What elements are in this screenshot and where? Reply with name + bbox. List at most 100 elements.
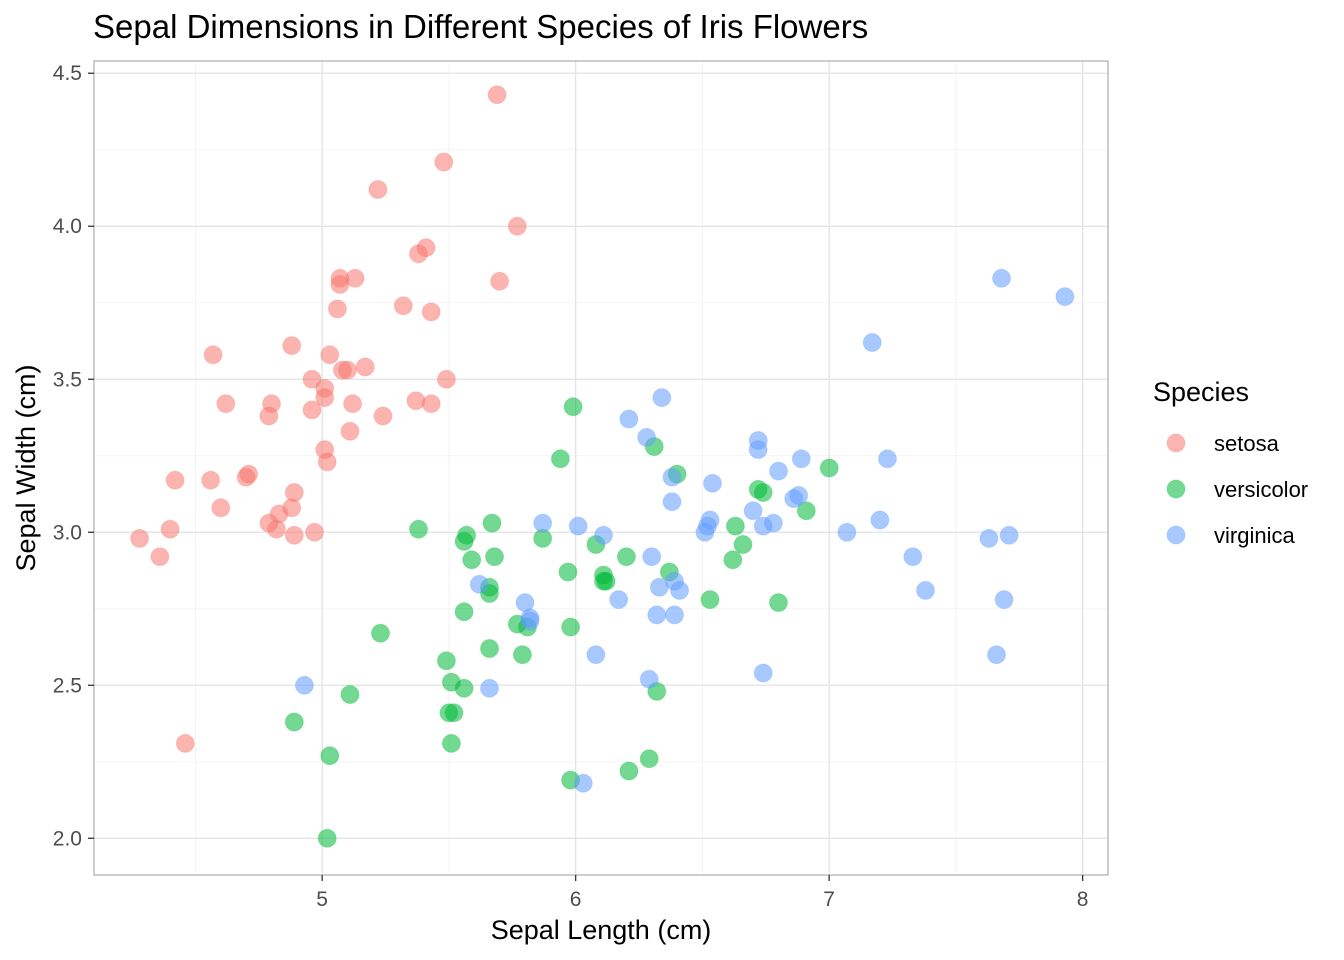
legend: Species setosa versicolor virginica <box>1153 377 1308 548</box>
data-point-virginica <box>789 486 809 505</box>
data-point-setosa <box>284 525 304 545</box>
data-point-virginica <box>1055 287 1075 307</box>
data-point-versicolor <box>616 547 636 567</box>
series-versicolor <box>284 397 839 848</box>
x-tick-label: 5 <box>316 888 328 911</box>
data-point-virginica <box>753 663 773 683</box>
y-tick-label: 2.5 <box>53 674 82 697</box>
data-point-versicolor <box>317 828 337 848</box>
data-point-virginica <box>586 645 606 665</box>
data-point-versicolor <box>796 501 816 521</box>
data-point-setosa <box>284 483 304 502</box>
data-point-setosa <box>327 299 347 319</box>
data-point-setosa <box>216 394 236 414</box>
data-point-setosa <box>490 271 510 291</box>
data-point-virginica <box>994 590 1014 610</box>
data-point-versicolor <box>441 733 461 753</box>
data-point-virginica <box>652 388 672 408</box>
data-point-versicolor <box>436 651 456 671</box>
data-point-versicolor <box>723 550 743 570</box>
data-point-setosa <box>393 296 413 316</box>
series-virginica <box>294 268 1075 793</box>
data-point-virginica <box>637 427 657 447</box>
legend-item-virginica: virginica <box>1166 523 1295 548</box>
data-point-versicolor <box>753 483 773 502</box>
data-point-virginica <box>639 669 659 689</box>
data-point-setosa <box>487 85 507 105</box>
data-point-setosa <box>165 470 185 490</box>
data-point-virginica <box>837 522 857 542</box>
data-point-setosa <box>340 421 360 441</box>
legend-label-virginica: virginica <box>1214 523 1295 548</box>
data-point-setosa <box>175 733 195 753</box>
data-point-virginica <box>703 473 722 493</box>
data-point-versicolor <box>596 571 616 591</box>
data-point-versicolor <box>619 761 639 781</box>
data-point-versicolor <box>454 602 474 622</box>
data-point-virginica <box>594 525 613 545</box>
data-point-setosa <box>343 394 363 414</box>
legend-key-versicolor <box>1166 479 1186 499</box>
data-point-versicolor <box>320 746 340 766</box>
data-point-virginica <box>480 678 499 698</box>
y-tick-label: 3.0 <box>53 521 82 544</box>
data-point-virginica <box>662 467 682 487</box>
x-axis-title: Sepal Length (cm) <box>491 915 712 945</box>
data-point-versicolor <box>700 590 720 610</box>
data-point-virginica <box>520 611 540 631</box>
data-point-setosa <box>302 369 322 389</box>
y-tick-label: 2.0 <box>53 827 82 850</box>
data-point-versicolor <box>561 617 581 637</box>
legend-label-setosa: setosa <box>1214 431 1280 456</box>
axis-ticks: 5 6 7 8 2.0 2.5 3.0 3.5 4.0 4.5 <box>53 62 1089 911</box>
data-point-virginica <box>294 675 314 695</box>
data-point-setosa <box>368 180 388 199</box>
data-point-versicolor <box>819 458 839 478</box>
data-point-versicolor <box>769 593 788 613</box>
data-point-virginica <box>647 605 667 625</box>
data-point-virginica <box>469 574 489 594</box>
data-point-setosa <box>434 152 454 172</box>
data-point-virginica <box>791 449 811 469</box>
data-point-virginica <box>662 492 682 512</box>
chart-title: Sepal Dimensions in Different Species of… <box>93 8 868 45</box>
x-tick-label: 7 <box>823 888 835 911</box>
data-point-virginica <box>987 645 1006 665</box>
data-point-virginica <box>665 605 684 625</box>
data-point-versicolor <box>371 623 390 643</box>
data-point-versicolor <box>409 519 428 539</box>
legend-title: Species <box>1153 377 1249 407</box>
data-point-virginica <box>533 513 553 533</box>
y-axis-title: Sepal Width (cm) <box>11 364 41 571</box>
data-point-setosa <box>302 400 322 420</box>
data-point-virginica <box>870 510 890 530</box>
data-point-versicolor <box>454 678 474 698</box>
data-point-versicolor <box>457 525 477 545</box>
data-point-virginica <box>769 461 788 481</box>
data-point-setosa <box>282 336 302 356</box>
data-point-setosa <box>436 369 456 389</box>
data-point-virginica <box>619 409 639 429</box>
data-point-versicolor <box>444 703 464 723</box>
data-point-virginica <box>878 449 897 469</box>
series-setosa <box>130 85 527 753</box>
data-point-versicolor <box>462 550 482 570</box>
data-point-versicolor <box>639 749 659 769</box>
data-point-versicolor <box>480 639 499 658</box>
plot-panel-border <box>93 60 1109 876</box>
data-point-virginica <box>763 513 783 533</box>
data-point-setosa <box>130 528 150 548</box>
x-tick-label: 6 <box>570 888 582 911</box>
data-point-virginica <box>979 528 999 548</box>
data-point-virginica <box>700 510 720 530</box>
data-point-setosa <box>320 345 340 365</box>
data-point-virginica <box>743 501 763 521</box>
legend-item-setosa: setosa <box>1166 431 1280 456</box>
data-point-setosa <box>262 394 281 414</box>
data-point-versicolor <box>563 397 583 417</box>
data-points <box>130 85 1075 848</box>
data-point-setosa <box>150 547 170 567</box>
y-tick-label: 4.0 <box>53 215 82 238</box>
data-point-virginica <box>670 580 690 600</box>
